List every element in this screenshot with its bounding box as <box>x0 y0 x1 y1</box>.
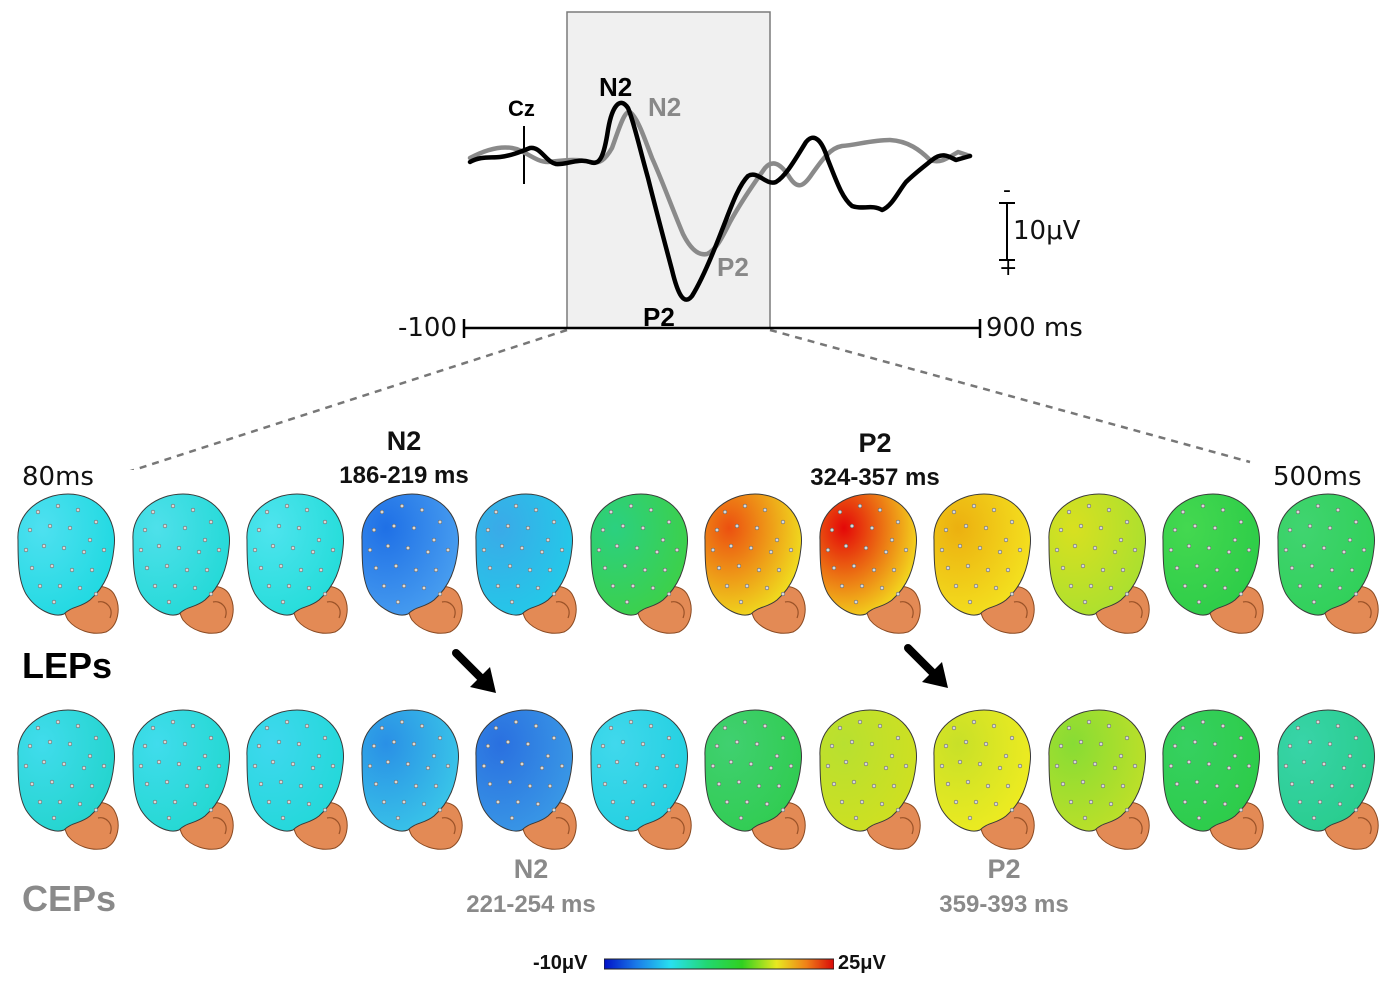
waveform-plot <box>129 11 1251 470</box>
lep-topomap-head <box>1155 490 1267 635</box>
lep-topomap-head <box>125 490 237 635</box>
lep-topomap-head <box>354 490 466 635</box>
lep-topomap-head <box>697 490 809 635</box>
cep-n2-range: 221-254 ms <box>466 891 596 918</box>
cep-topomap-head <box>697 706 809 851</box>
lep-topomap-head <box>583 490 695 635</box>
lep-n2-annotation: N2 186-219 ms <box>320 424 488 494</box>
topomap-end-time-label: 500ms <box>1273 462 1362 492</box>
cep-topomap-head <box>468 706 580 851</box>
lep-topomap-head <box>468 490 580 635</box>
scale-bar-value: 10μV <box>1013 216 1081 246</box>
cep-topomap-head <box>239 706 351 851</box>
lep-p2-name: P2 <box>858 428 892 458</box>
lep-n2-range: 186-219 ms <box>339 462 469 489</box>
time-axis-start-label: -100 <box>398 313 458 343</box>
cep-n2-peak-label: N2 <box>648 92 682 122</box>
cep-topomap-head <box>1041 706 1153 851</box>
lep-topomap-head <box>1041 490 1153 635</box>
lep-n2-peak-label: N2 <box>599 72 633 102</box>
colorbar-max-label: 25μV <box>838 952 886 974</box>
cep-topomap-head <box>583 706 695 851</box>
cep-topomap-head <box>354 706 466 851</box>
cep-n2-name: N2 <box>513 854 549 884</box>
cep-topomap-head <box>10 706 122 851</box>
scale-bar-minus: - <box>1003 178 1011 203</box>
lep-waveform-trace <box>467 100 973 302</box>
lep-n2-name: N2 <box>386 426 422 456</box>
cep-topomap-head <box>812 706 924 851</box>
p2-shift-arrow <box>904 644 948 688</box>
cep-row-label: CEPs <box>22 878 117 919</box>
cep-topomap-head <box>1155 706 1267 851</box>
lep-topomap-head <box>239 490 351 635</box>
lep-topomap-row <box>0 490 1396 638</box>
n2-shift-arrow <box>452 649 496 693</box>
cep-p2-range: 359-393 ms <box>939 891 1069 918</box>
lep-topomap-head <box>926 490 1038 635</box>
cep-n2-annotation: N2 221-254 ms <box>447 852 615 924</box>
cep-topomap-head <box>125 706 237 851</box>
topomap-start-time-label: 80ms <box>22 462 94 492</box>
colorbar-min-label: -10μV <box>533 952 588 974</box>
time-axis-end-label: 900 ms <box>986 313 1083 343</box>
cep-topomap-head <box>926 706 1038 851</box>
cep-topomap-row <box>0 706 1396 854</box>
scale-bar-plus: + <box>999 256 1018 281</box>
lep-row-label: LEPs <box>22 645 113 686</box>
cep-p2-annotation: P2 359-393 ms <box>920 852 1088 924</box>
lep-p2-range: 324-357 ms <box>810 464 940 491</box>
cep-p2-name: P2 <box>987 854 1021 884</box>
projection-line-right <box>769 328 1251 464</box>
lep-p2-peak-label: P2 <box>643 302 675 332</box>
cep-topomap-head <box>1270 706 1382 851</box>
lep-p2-annotation: P2 324-357 ms <box>791 426 959 496</box>
lep-topomap-head <box>812 490 924 635</box>
cz-channel-label: Cz <box>508 96 535 121</box>
highlight-window <box>566 11 771 329</box>
lep-topomap-head <box>10 490 122 635</box>
cep-p2-peak-label: P2 <box>717 252 749 282</box>
lep-topomap-head <box>1270 490 1382 635</box>
projection-line-left <box>129 328 568 470</box>
colorbar <box>604 958 834 970</box>
